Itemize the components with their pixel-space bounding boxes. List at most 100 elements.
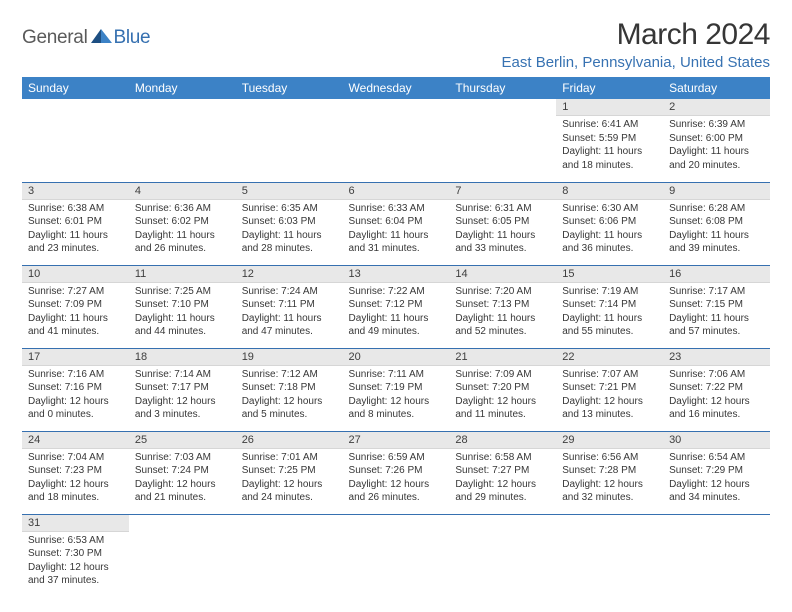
day-number: 1 — [556, 99, 663, 116]
calendar-cell: 31Sunrise: 6:53 AMSunset: 7:30 PMDayligh… — [22, 514, 129, 597]
calendar-cell: 24Sunrise: 7:04 AMSunset: 7:23 PMDayligh… — [22, 431, 129, 514]
location: East Berlin, Pennsylvania, United States — [502, 54, 770, 71]
logo-triangle-icon — [91, 26, 113, 50]
day-details: Sunrise: 6:30 AMSunset: 6:06 PMDaylight:… — [556, 200, 663, 260]
weekday-header-row: SundayMondayTuesdayWednesdayThursdayFrid… — [22, 77, 770, 99]
calendar-cell: 29Sunrise: 6:56 AMSunset: 7:28 PMDayligh… — [556, 431, 663, 514]
day-number: 5 — [236, 183, 343, 200]
day-details: Sunrise: 7:09 AMSunset: 7:20 PMDaylight:… — [449, 366, 556, 426]
calendar-cell: 1Sunrise: 6:41 AMSunset: 5:59 PMDaylight… — [556, 99, 663, 182]
day-number: 26 — [236, 432, 343, 449]
day-details: Sunrise: 7:17 AMSunset: 7:15 PMDaylight:… — [663, 283, 770, 343]
day-details: Sunrise: 6:33 AMSunset: 6:04 PMDaylight:… — [343, 200, 450, 260]
day-number: 3 — [22, 183, 129, 200]
day-details: Sunrise: 7:04 AMSunset: 7:23 PMDaylight:… — [22, 449, 129, 509]
calendar-cell — [663, 514, 770, 597]
calendar-row: 24Sunrise: 7:04 AMSunset: 7:23 PMDayligh… — [22, 431, 770, 514]
calendar-cell: 4Sunrise: 6:36 AMSunset: 6:02 PMDaylight… — [129, 182, 236, 265]
day-number: 2 — [663, 99, 770, 116]
day-details: Sunrise: 6:56 AMSunset: 7:28 PMDaylight:… — [556, 449, 663, 509]
day-details: Sunrise: 6:36 AMSunset: 6:02 PMDaylight:… — [129, 200, 236, 260]
weekday-header: Tuesday — [236, 77, 343, 99]
day-details: Sunrise: 7:22 AMSunset: 7:12 PMDaylight:… — [343, 283, 450, 343]
calendar-cell: 10Sunrise: 7:27 AMSunset: 7:09 PMDayligh… — [22, 265, 129, 348]
calendar-cell: 13Sunrise: 7:22 AMSunset: 7:12 PMDayligh… — [343, 265, 450, 348]
day-number: 9 — [663, 183, 770, 200]
calendar-row: 3Sunrise: 6:38 AMSunset: 6:01 PMDaylight… — [22, 182, 770, 265]
day-number: 13 — [343, 266, 450, 283]
weekday-header: Saturday — [663, 77, 770, 99]
calendar-cell: 6Sunrise: 6:33 AMSunset: 6:04 PMDaylight… — [343, 182, 450, 265]
month-title: March 2024 — [502, 18, 770, 52]
calendar-cell — [129, 99, 236, 182]
calendar-row: 10Sunrise: 7:27 AMSunset: 7:09 PMDayligh… — [22, 265, 770, 348]
day-details: Sunrise: 7:20 AMSunset: 7:13 PMDaylight:… — [449, 283, 556, 343]
day-details: Sunrise: 6:28 AMSunset: 6:08 PMDaylight:… — [663, 200, 770, 260]
day-details: Sunrise: 7:24 AMSunset: 7:11 PMDaylight:… — [236, 283, 343, 343]
calendar-cell: 12Sunrise: 7:24 AMSunset: 7:11 PMDayligh… — [236, 265, 343, 348]
calendar-cell: 7Sunrise: 6:31 AMSunset: 6:05 PMDaylight… — [449, 182, 556, 265]
calendar-row: 1Sunrise: 6:41 AMSunset: 5:59 PMDaylight… — [22, 99, 770, 182]
day-number: 20 — [343, 349, 450, 366]
day-details: Sunrise: 7:12 AMSunset: 7:18 PMDaylight:… — [236, 366, 343, 426]
calendar-cell — [236, 514, 343, 597]
calendar-body: 1Sunrise: 6:41 AMSunset: 5:59 PMDaylight… — [22, 99, 770, 597]
calendar-cell: 18Sunrise: 7:14 AMSunset: 7:17 PMDayligh… — [129, 348, 236, 431]
calendar-cell: 5Sunrise: 6:35 AMSunset: 6:03 PMDaylight… — [236, 182, 343, 265]
day-details: Sunrise: 6:31 AMSunset: 6:05 PMDaylight:… — [449, 200, 556, 260]
calendar-cell: 15Sunrise: 7:19 AMSunset: 7:14 PMDayligh… — [556, 265, 663, 348]
calendar-cell — [343, 514, 450, 597]
calendar-cell: 23Sunrise: 7:06 AMSunset: 7:22 PMDayligh… — [663, 348, 770, 431]
day-number: 31 — [22, 515, 129, 532]
day-number: 23 — [663, 349, 770, 366]
day-details: Sunrise: 7:16 AMSunset: 7:16 PMDaylight:… — [22, 366, 129, 426]
day-details: Sunrise: 6:39 AMSunset: 6:00 PMDaylight:… — [663, 116, 770, 176]
day-details: Sunrise: 6:41 AMSunset: 5:59 PMDaylight:… — [556, 116, 663, 176]
day-details: Sunrise: 7:01 AMSunset: 7:25 PMDaylight:… — [236, 449, 343, 509]
day-number: 27 — [343, 432, 450, 449]
calendar-cell: 17Sunrise: 7:16 AMSunset: 7:16 PMDayligh… — [22, 348, 129, 431]
day-number: 24 — [22, 432, 129, 449]
day-details: Sunrise: 6:35 AMSunset: 6:03 PMDaylight:… — [236, 200, 343, 260]
calendar-cell — [449, 514, 556, 597]
day-number: 7 — [449, 183, 556, 200]
calendar-cell: 26Sunrise: 7:01 AMSunset: 7:25 PMDayligh… — [236, 431, 343, 514]
day-number: 14 — [449, 266, 556, 283]
calendar-cell: 8Sunrise: 6:30 AMSunset: 6:06 PMDaylight… — [556, 182, 663, 265]
weekday-header: Monday — [129, 77, 236, 99]
brand-part1: General — [22, 27, 88, 49]
brand-logo: General Blue — [22, 26, 150, 50]
day-number: 4 — [129, 183, 236, 200]
calendar-cell — [449, 99, 556, 182]
weekday-header: Wednesday — [343, 77, 450, 99]
day-number: 10 — [22, 266, 129, 283]
day-details: Sunrise: 7:03 AMSunset: 7:24 PMDaylight:… — [129, 449, 236, 509]
calendar-cell: 2Sunrise: 6:39 AMSunset: 6:00 PMDaylight… — [663, 99, 770, 182]
calendar-row: 31Sunrise: 6:53 AMSunset: 7:30 PMDayligh… — [22, 514, 770, 597]
day-number: 8 — [556, 183, 663, 200]
calendar-cell: 28Sunrise: 6:58 AMSunset: 7:27 PMDayligh… — [449, 431, 556, 514]
calendar-cell: 27Sunrise: 6:59 AMSunset: 7:26 PMDayligh… — [343, 431, 450, 514]
weekday-header: Friday — [556, 77, 663, 99]
day-details: Sunrise: 6:59 AMSunset: 7:26 PMDaylight:… — [343, 449, 450, 509]
title-block: March 2024 East Berlin, Pennsylvania, Un… — [502, 18, 770, 71]
header: General Blue March 2024 East Berlin, Pen… — [22, 18, 770, 71]
weekday-header: Sunday — [22, 77, 129, 99]
day-details: Sunrise: 6:53 AMSunset: 7:30 PMDaylight:… — [22, 532, 129, 592]
calendar-cell — [129, 514, 236, 597]
calendar-cell — [556, 514, 663, 597]
calendar-cell — [236, 99, 343, 182]
day-number: 30 — [663, 432, 770, 449]
calendar-cell — [343, 99, 450, 182]
day-details: Sunrise: 7:11 AMSunset: 7:19 PMDaylight:… — [343, 366, 450, 426]
day-details: Sunrise: 7:27 AMSunset: 7:09 PMDaylight:… — [22, 283, 129, 343]
calendar-cell: 11Sunrise: 7:25 AMSunset: 7:10 PMDayligh… — [129, 265, 236, 348]
calendar-cell: 25Sunrise: 7:03 AMSunset: 7:24 PMDayligh… — [129, 431, 236, 514]
calendar-cell: 21Sunrise: 7:09 AMSunset: 7:20 PMDayligh… — [449, 348, 556, 431]
day-number: 21 — [449, 349, 556, 366]
calendar-cell: 16Sunrise: 7:17 AMSunset: 7:15 PMDayligh… — [663, 265, 770, 348]
calendar-row: 17Sunrise: 7:16 AMSunset: 7:16 PMDayligh… — [22, 348, 770, 431]
calendar-cell: 3Sunrise: 6:38 AMSunset: 6:01 PMDaylight… — [22, 182, 129, 265]
calendar-table: SundayMondayTuesdayWednesdayThursdayFrid… — [22, 77, 770, 597]
day-number: 22 — [556, 349, 663, 366]
